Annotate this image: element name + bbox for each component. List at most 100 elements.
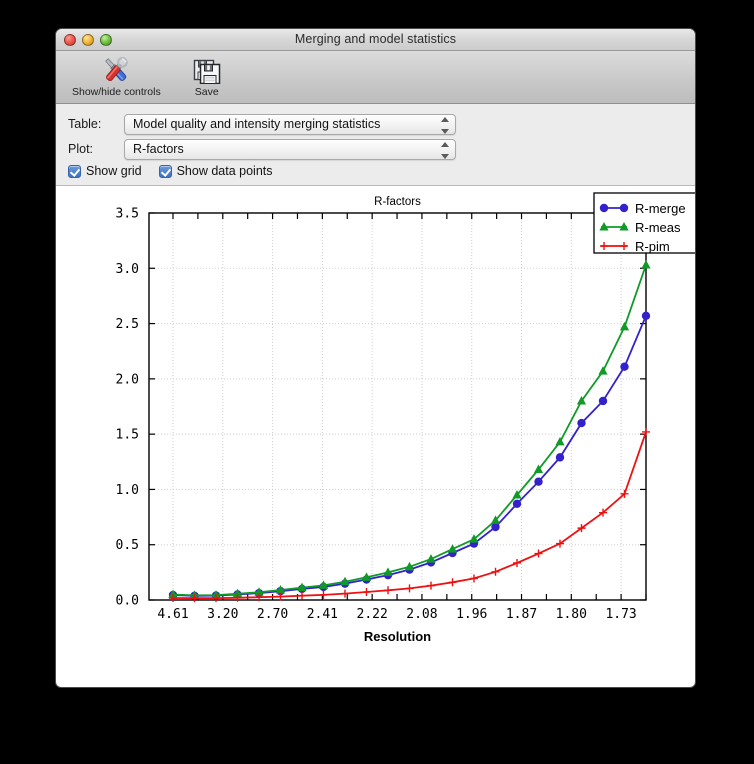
show-data-points-checkbox[interactable]: Show data points	[158, 164, 273, 178]
legend-label-r-meas: R-meas	[635, 220, 681, 235]
save-label: Save	[194, 86, 219, 98]
data-point-r-meas	[297, 582, 307, 592]
legend-marker-r-meas	[599, 222, 609, 231]
data-point-r-pim	[233, 593, 242, 602]
data-point-r-meas	[168, 589, 178, 598]
data-point-r-merge	[555, 453, 565, 462]
plot-frame	[148, 212, 647, 601]
data-point-r-meas	[576, 395, 587, 405]
window-title: Merging and model statistics	[294, 32, 457, 46]
plot-canvas[interactable]: 0.0 0.5 1.0 1.5 2.0 2.5 3.0 3.5 4.61 3.20 2.70 2.41…	[56, 186, 695, 649]
data-point-r-pim	[642, 427, 650, 436]
data-point-r-meas	[340, 576, 350, 586]
plot-row: Plot: R-factors	[56, 137, 695, 161]
minimize-button[interactable]	[82, 34, 94, 46]
data-point-r-pim	[212, 594, 220, 603]
window-controls	[64, 34, 112, 46]
show-hide-controls-button[interactable]: Show/hide controls	[68, 53, 165, 98]
data-point-r-pim	[405, 584, 414, 593]
chart-title: R-factors	[374, 196, 421, 208]
x-tick-label: 3.20	[207, 607, 238, 622]
table-label: Table:	[68, 117, 102, 131]
x-tick-label: 1.80	[556, 607, 587, 622]
data-point-r-pim	[298, 591, 306, 600]
tools-icon	[99, 54, 133, 85]
x-tick-label: 2.70	[257, 607, 288, 622]
data-point-r-pim	[169, 594, 177, 603]
legend-marker-r-merge	[599, 203, 609, 213]
data-point-r-pim	[513, 558, 521, 567]
checkmark-icon	[68, 164, 81, 178]
data-point-r-pim	[470, 574, 478, 583]
x-tick-label: 4.61	[157, 607, 188, 622]
data-point-r-pim	[341, 589, 349, 598]
data-point-r-pim	[319, 590, 328, 599]
data-point-r-pim	[556, 539, 564, 548]
stepper-arrows-icon[interactable]	[439, 116, 450, 134]
y-tick-label: 1.0	[116, 483, 139, 498]
x-tick-label: 2.41	[307, 607, 338, 622]
data-point-r-pim	[276, 592, 285, 601]
data-point-r-pim	[384, 586, 392, 595]
data-point-r-pim	[620, 489, 629, 498]
legend-box	[593, 192, 695, 254]
data-point-r-meas	[404, 561, 415, 571]
close-button[interactable]	[64, 34, 76, 46]
plot-label: Plot:	[68, 142, 94, 156]
x-tick-label: 2.22	[357, 607, 388, 622]
data-point-r-meas	[426, 554, 436, 563]
plot-select[interactable]: R-factors	[124, 138, 456, 160]
data-point-r-pim	[448, 578, 457, 587]
data-point-r-pim	[190, 594, 199, 603]
table-row: Table: Model quality and intensity mergi…	[56, 112, 695, 136]
data-point-r-pim	[427, 581, 435, 590]
data-point-r-pim	[599, 508, 607, 517]
series-line-r-merge	[172, 315, 647, 597]
data-point-r-meas	[469, 534, 479, 543]
legend-marker-r-pim	[600, 242, 608, 250]
data-point-r-merge	[641, 311, 651, 321]
data-point-r-merge	[512, 499, 522, 509]
y-tick-label: 3.5	[116, 207, 139, 222]
legend-label-r-pim: R-pim	[635, 239, 670, 254]
stepper-arrows-icon[interactable]	[439, 141, 450, 159]
chart-legend[interactable]: R-merge R-meas R-pim	[593, 192, 695, 254]
data-point-r-pim	[534, 549, 543, 558]
data-point-r-meas	[318, 580, 329, 589]
legend-marker-r-merge	[619, 203, 629, 213]
x-axis-label: Resolution	[364, 629, 431, 644]
data-point-r-meas	[619, 321, 630, 331]
chart-svg: 0.0 0.5 1.0 1.5 2.0 2.5 3.0 3.5 4.61 3.20 2.70 2.41…	[116, 192, 695, 644]
data-point-r-meas	[275, 585, 286, 594]
data-point-r-merge	[491, 522, 500, 532]
data-point-r-meas	[383, 567, 393, 576]
data-point-r-pim	[577, 524, 586, 533]
zoom-button[interactable]	[100, 34, 112, 46]
y-tick-label: 3.0	[116, 262, 139, 277]
checkmark-icon	[158, 164, 172, 178]
show-grid-label: Show grid	[86, 164, 142, 178]
y-tick-label: 2.0	[116, 372, 139, 387]
table-select[interactable]: Model quality and intensity merging stat…	[124, 113, 456, 135]
series-line-r-meas	[172, 264, 647, 597]
legend-marker-r-pim	[620, 242, 628, 250]
save-button[interactable]: Save	[179, 53, 235, 98]
legend-marker-r-meas	[619, 222, 629, 231]
y-tick-label: 0.0	[116, 594, 139, 609]
data-point-r-pim	[362, 588, 371, 597]
data-point-r-merge	[598, 396, 608, 406]
data-point-r-meas	[598, 366, 608, 375]
data-point-r-meas	[533, 464, 544, 474]
x-tick-label: 1.96	[456, 607, 487, 622]
legend-label-r-merge: R-merge	[635, 201, 686, 216]
y-tick-label: 1.5	[116, 428, 139, 443]
table-select-value: Model quality and intensity merging stat…	[133, 117, 381, 131]
plot-select-value: R-factors	[133, 142, 184, 156]
data-point-r-meas	[641, 259, 651, 269]
x-tick-label: 1.73	[605, 607, 636, 622]
y-tick-label: 0.5	[116, 538, 139, 553]
checkbox-row: Show grid Show data points	[56, 164, 695, 178]
data-point-r-meas	[512, 489, 522, 499]
data-point-r-merge	[534, 477, 543, 486]
show-grid-checkbox[interactable]: Show grid	[68, 164, 142, 178]
